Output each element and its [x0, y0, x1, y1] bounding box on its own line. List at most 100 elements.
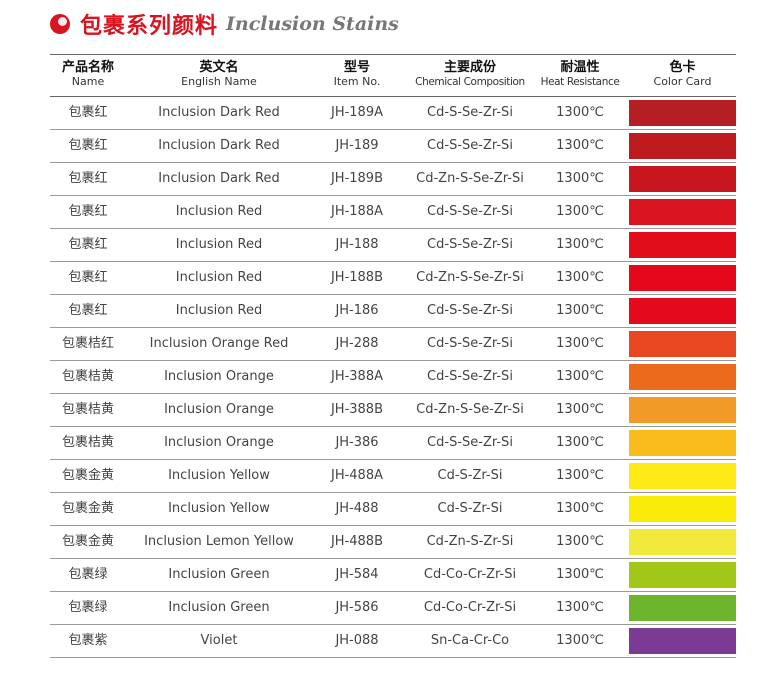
composition-cell: Cd-S-Se-Zr-Si — [427, 138, 513, 153]
heat-resistance-cell: 1300℃ — [556, 105, 604, 120]
english-name-cell: Inclusion Red — [175, 204, 263, 219]
item-no-cell: JH-186 — [335, 303, 379, 318]
table-row: 包裹红 Inclusion Dark Red JH-189 Cd-S-Se-Zr-Si… — [50, 130, 736, 163]
english-name-cell: Inclusion Red — [175, 237, 263, 252]
product-name-cell: 包裹桔红 — [61, 336, 114, 351]
table-row: 包裹桔黄 Inclusion Orange JH-386 Cd-S-Se-Zr-Si 1… — [50, 427, 736, 460]
product-name-cell: 包裹金黄 — [61, 468, 114, 483]
color-swatch — [629, 100, 736, 126]
table-row: 包裹红 Inclusion Dark Red JH-189A Cd-S-Se-Zr-S… — [50, 97, 736, 130]
composition-cell: Cd-S-Se-Zr-Si — [427, 435, 513, 450]
red-dot-icon — [50, 14, 70, 34]
heat-resistance-cell: 1300℃ — [556, 270, 604, 285]
product-name-cell: 包裹紫 — [68, 633, 108, 648]
header-english-name: 英文名 English Name — [181, 60, 257, 88]
color-swatch — [629, 298, 736, 324]
table-row: 包裹红 Inclusion Red JH-188B Cd-Zn-S-Se-Zr-Si 1… — [50, 262, 736, 295]
color-swatch — [629, 265, 736, 291]
heat-resistance-cell: 1300℃ — [556, 435, 604, 450]
heat-resistance-cell: 1300℃ — [556, 204, 604, 219]
table-row: 包裹绿 Inclusion Green JH-586 Cd-Co-Cr-Zr-Si 13… — [50, 592, 736, 625]
header-item-no: 型号 Item No. — [333, 60, 381, 88]
product-name-cell: 包裹金黄 — [61, 534, 114, 549]
color-swatch — [629, 166, 736, 192]
english-name-cell: Inclusion Orange — [164, 435, 274, 450]
composition-cell: Cd-Zn-S-Se-Zr-Si — [416, 171, 524, 186]
heat-resistance-cell: 1300℃ — [556, 138, 604, 153]
heat-resistance-cell: 1300℃ — [556, 468, 604, 483]
item-no-cell: JH-189 — [335, 138, 379, 153]
item-no-cell: JH-189B — [330, 171, 384, 186]
item-no-cell: JH-388B — [330, 402, 384, 417]
item-no-cell: JH-586 — [335, 600, 379, 615]
product-name-cell: 包裹红 — [68, 303, 108, 318]
composition-cell: Cd-S-Se-Zr-Si — [427, 303, 513, 318]
product-name-cell: 包裹红 — [68, 138, 108, 153]
table-row: 包裹紫 Violet JH-088 Sn-Ca-Cr-Co 1300℃ — [50, 625, 736, 658]
english-name-cell: Inclusion Yellow — [168, 501, 270, 516]
heat-resistance-cell: 1300℃ — [556, 534, 604, 549]
heat-resistance-cell: 1300℃ — [556, 336, 604, 351]
heat-resistance-cell: 1300℃ — [556, 501, 604, 516]
english-name-cell: Inclusion Green — [168, 600, 270, 615]
title-chinese: 包裹系列颜料 — [80, 14, 219, 39]
composition-cell: Cd-Co-Cr-Zr-Si — [423, 600, 517, 615]
table-row: 包裹红 Inclusion Red JH-188A Cd-S-Se-Zr-Si 1300… — [50, 196, 736, 229]
english-name-cell: Inclusion Orange — [164, 369, 274, 384]
item-no-cell: JH-088 — [335, 633, 379, 648]
product-name-cell: 包裹红 — [68, 237, 108, 252]
composition-cell: Cd-Zn-S-Zr-Si — [426, 534, 514, 549]
composition-cell: Cd-Zn-S-Se-Zr-Si — [416, 402, 524, 417]
item-no-cell: JH-388A — [330, 369, 383, 384]
table-row: 包裹红 Inclusion Red JH-188 Cd-S-Se-Zr-Si 1300℃ — [50, 229, 736, 262]
header-name: 产品名称 Name — [61, 60, 114, 88]
header-color-card: 色卡 Color Card — [653, 60, 712, 88]
composition-cell: Cd-S-Se-Zr-Si — [427, 237, 513, 252]
heat-resistance-cell: 1300℃ — [556, 633, 604, 648]
table-row: 包裹绿 Inclusion Green JH-584 Cd-Co-Cr-Zr-Si 13… — [50, 559, 736, 592]
composition-cell: Cd-S-Zr-Si — [437, 468, 503, 483]
page-title: 包裹系列颜料 Inclusion Stains — [50, 8, 399, 40]
product-name-cell: 包裹桔黄 — [61, 369, 114, 384]
product-name-cell: 包裹桔黄 — [61, 402, 114, 417]
header-heat-resistance: 耐温性 Heat Resistance — [540, 60, 620, 88]
table-row: 包裹红 Inclusion Dark Red JH-189B Cd-Zn-S-Se-Z… — [50, 163, 736, 196]
color-swatch — [629, 562, 736, 588]
item-no-cell: JH-386 — [335, 435, 379, 450]
product-name-cell: 包裹绿 — [68, 567, 108, 582]
color-swatch — [629, 430, 736, 456]
product-name-cell: 包裹桔黄 — [61, 435, 114, 450]
composition-cell: Cd-S-Se-Zr-Si — [427, 204, 513, 219]
composition-cell: Cd-Co-Cr-Zr-Si — [423, 567, 517, 582]
color-swatch — [629, 463, 736, 489]
table-row: 包裹金黄 Inclusion Yellow JH-488A Cd-S-Zr-Si 130… — [50, 460, 736, 493]
item-no-cell: JH-188A — [330, 204, 383, 219]
heat-resistance-cell: 1300℃ — [556, 402, 604, 417]
table-row: 包裹桔黄 Inclusion Orange JH-388B Cd-Zn-S-Se-Zr… — [50, 394, 736, 427]
product-name-cell: 包裹红 — [68, 105, 108, 120]
product-name-cell: 包裹绿 — [68, 600, 108, 615]
english-name-cell: Inclusion Orange Red — [149, 336, 289, 351]
heat-resistance-cell: 1300℃ — [556, 369, 604, 384]
table-row: 包裹桔红 Inclusion Orange Red JH-288 Cd-S-Se-Zr… — [50, 328, 736, 361]
item-no-cell: JH-288 — [335, 336, 379, 351]
table-row: 包裹金黄 Inclusion Yellow JH-488 Cd-S-Zr-Si 1300… — [50, 493, 736, 526]
color-swatch — [629, 496, 736, 522]
heat-resistance-cell: 1300℃ — [556, 237, 604, 252]
heat-resistance-cell: 1300℃ — [556, 600, 604, 615]
english-name-cell: Inclusion Yellow — [168, 468, 270, 483]
item-no-cell: JH-488B — [330, 534, 384, 549]
header-composition: 主要成份 Chemical Composition — [415, 60, 525, 88]
table-row: 包裹红 Inclusion Red JH-186 Cd-S-Se-Zr-Si 1300℃ — [50, 295, 736, 328]
english-name-cell: Violet — [200, 633, 238, 648]
composition-cell: Cd-S-Se-Zr-Si — [427, 105, 513, 120]
title-english: Inclusion Stains — [226, 13, 399, 35]
color-swatch — [629, 595, 736, 621]
english-name-cell: Inclusion Dark Red — [158, 138, 280, 153]
table-header: 产品名称 Name 英文名 English Name 型号 Item No. 主… — [50, 54, 736, 97]
english-name-cell: Inclusion Dark Red — [158, 171, 280, 186]
color-swatch — [629, 628, 736, 654]
english-name-cell: Inclusion Lemon Yellow — [144, 534, 294, 549]
english-name-cell: Inclusion Red — [175, 270, 263, 285]
color-swatch — [629, 529, 736, 555]
